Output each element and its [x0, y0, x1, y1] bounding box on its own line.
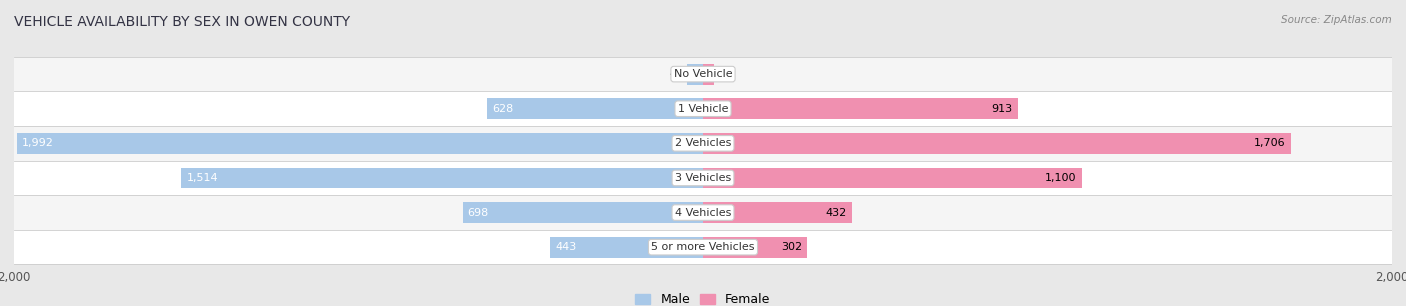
Bar — [463, 202, 703, 223]
Bar — [703, 64, 714, 84]
Bar — [703, 133, 1291, 154]
Text: 1 Vehicle: 1 Vehicle — [678, 104, 728, 114]
Text: 913: 913 — [991, 104, 1012, 114]
Bar — [14, 91, 1392, 126]
Bar — [17, 133, 703, 154]
Text: 1,706: 1,706 — [1254, 138, 1285, 148]
Text: 5 or more Vehicles: 5 or more Vehicles — [651, 242, 755, 252]
Bar — [486, 98, 703, 119]
Text: VEHICLE AVAILABILITY BY SEX IN OWEN COUNTY: VEHICLE AVAILABILITY BY SEX IN OWEN COUN… — [14, 15, 350, 29]
Text: 33: 33 — [718, 69, 733, 79]
Text: 45: 45 — [669, 69, 683, 79]
Text: 1,100: 1,100 — [1045, 173, 1077, 183]
Text: 432: 432 — [825, 207, 846, 218]
Bar — [703, 168, 1083, 188]
Text: No Vehicle: No Vehicle — [673, 69, 733, 79]
Bar — [703, 237, 807, 258]
Text: 698: 698 — [468, 207, 489, 218]
Text: 3 Vehicles: 3 Vehicles — [675, 173, 731, 183]
Text: 2 Vehicles: 2 Vehicles — [675, 138, 731, 148]
Bar — [703, 98, 1018, 119]
Bar — [181, 168, 703, 188]
Text: 628: 628 — [492, 104, 513, 114]
Text: Source: ZipAtlas.com: Source: ZipAtlas.com — [1281, 15, 1392, 25]
Bar — [14, 195, 1392, 230]
Bar — [14, 57, 1392, 91]
Bar — [14, 230, 1392, 264]
Text: 302: 302 — [780, 242, 801, 252]
Text: 1,992: 1,992 — [22, 138, 53, 148]
Bar — [550, 237, 703, 258]
Text: 4 Vehicles: 4 Vehicles — [675, 207, 731, 218]
Bar — [14, 126, 1392, 161]
Bar — [703, 202, 852, 223]
Text: 1,514: 1,514 — [187, 173, 218, 183]
Text: 443: 443 — [555, 242, 576, 252]
Bar — [688, 64, 703, 84]
Bar — [14, 161, 1392, 195]
Legend: Male, Female: Male, Female — [636, 293, 770, 306]
